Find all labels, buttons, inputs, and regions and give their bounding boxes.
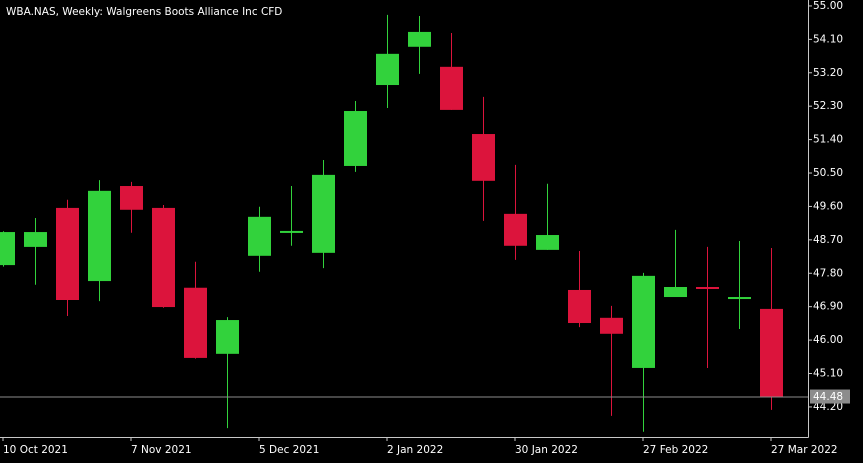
y-tick-label: 45.10 <box>813 368 843 380</box>
last-price-label: 44.48 <box>813 391 843 403</box>
x-tick-label: 30 Jan 2022 <box>515 444 578 456</box>
candle-body <box>248 216 271 256</box>
x-tick-label: 7 Nov 2021 <box>131 444 192 456</box>
x-tick-label: 5 Dec 2021 <box>259 444 319 456</box>
candle-body <box>216 320 239 354</box>
candle-body <box>472 134 495 181</box>
y-tick-label: 46.90 <box>813 301 843 313</box>
candle-body <box>24 232 47 247</box>
y-tick-label: 47.80 <box>813 267 843 279</box>
candle-body <box>504 213 527 246</box>
y-tick-label: 48.70 <box>813 234 843 246</box>
candle-body <box>664 287 687 298</box>
candle-body <box>600 317 623 334</box>
candle-body <box>88 190 111 282</box>
candle-body <box>760 308 783 397</box>
candle-body <box>536 235 559 250</box>
candle-body <box>408 31 431 47</box>
y-tick-label: 44.20 <box>813 401 843 413</box>
y-tick-label: 51.40 <box>813 134 843 146</box>
y-tick-label: 54.10 <box>813 33 843 45</box>
candle-body <box>280 230 303 233</box>
candle-body <box>344 111 367 166</box>
y-tick-label: 49.60 <box>813 200 843 212</box>
x-tick-label: 27 Feb 2022 <box>643 444 708 456</box>
candle-body <box>696 287 719 290</box>
y-tick-label: 50.50 <box>813 167 843 179</box>
candle-body <box>120 186 143 210</box>
candle-body <box>312 174 335 253</box>
candle-body <box>728 297 751 300</box>
y-tick-label: 53.20 <box>813 67 843 79</box>
candle-body <box>568 289 591 324</box>
last-price-box <box>810 389 850 404</box>
candle-body <box>152 207 175 308</box>
candle-body <box>632 275 655 368</box>
y-tick-label: 52.30 <box>813 100 843 112</box>
x-tick-label: 10 Oct 2021 <box>3 444 68 456</box>
y-tick-label: 55.00 <box>813 0 843 12</box>
candle-body <box>440 66 463 110</box>
candle-body <box>184 287 207 358</box>
y-tick-label: 46.00 <box>813 334 843 346</box>
candle-body <box>56 207 79 300</box>
chart-title: WBA.NAS, Weekly: Walgreens Boots Allianc… <box>6 6 282 18</box>
x-tick-label: 27 Mar 2022 <box>771 444 838 456</box>
candle-body <box>376 53 399 86</box>
candle-body <box>0 232 15 266</box>
x-tick-label: 2 Jan 2022 <box>387 444 443 456</box>
